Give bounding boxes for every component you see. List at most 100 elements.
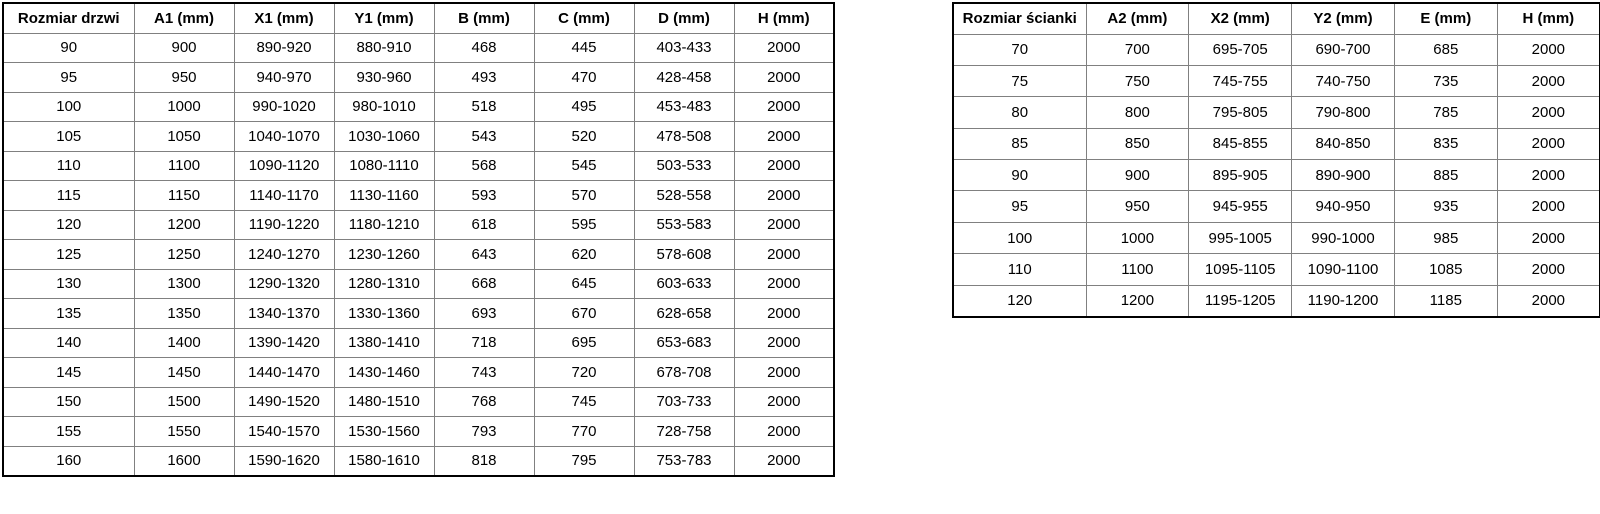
table-cell: 528-558 <box>633 180 735 211</box>
column-header: Y1 (mm) <box>333 2 435 34</box>
table-row: 125 1250 1240-1270 1230-1260 643 620 578-608 20… <box>2 239 835 270</box>
table-cell: 1190-1220 <box>233 209 335 240</box>
table-cell: 155 <box>2 416 135 447</box>
table-cell: 1200 <box>1085 284 1190 318</box>
table-cell: 795 <box>533 445 635 476</box>
table-cell: 468 <box>433 32 535 63</box>
table-cell: 985 <box>1393 221 1498 255</box>
header-row: Rozmiar drzwi A1 (mm) X1 (mm) Y1 (mm) B (mm)… <box>2 2 835 34</box>
column-header: Y2 (mm) <box>1291 2 1395 35</box>
table-cell: 1095-1105 <box>1188 253 1293 286</box>
table-cell: 2000 <box>733 298 835 329</box>
table-cell: 1340-1370 <box>233 298 335 329</box>
table-cell: 750 <box>1085 64 1190 98</box>
table-row: 140 1400 1390-1420 1380-1410 718 695 653-683 20… <box>2 327 835 358</box>
table-cell: 2000 <box>733 121 835 152</box>
table-cell: 885 <box>1393 159 1498 192</box>
table-cell: 768 <box>433 386 535 417</box>
table-cell: 1230-1260 <box>333 239 435 270</box>
table-cell: 2000 <box>1496 190 1600 223</box>
table-cell: 2000 <box>733 268 835 299</box>
table-cell: 678-708 <box>633 357 735 388</box>
table-cell: 1090-1120 <box>233 150 335 181</box>
table-cell: 595 <box>533 209 635 240</box>
table-cell: 770 <box>533 416 635 447</box>
table-cell: 1290-1320 <box>233 268 335 299</box>
table-cell: 125 <box>2 239 135 270</box>
table-cell: 743 <box>433 357 535 388</box>
table-cell: 890-900 <box>1291 159 1395 192</box>
table-cell: 570 <box>533 180 635 211</box>
wall-table-body: 70 700 695-705 690-700 685 2000 75 750 745-755 74… <box>952 33 1600 318</box>
column-header: A1 (mm) <box>133 2 235 34</box>
table-cell: 835 <box>1393 127 1498 161</box>
table-cell: 1240-1270 <box>233 239 335 270</box>
table-row: 150 1500 1490-1520 1480-1510 768 745 703-733 20… <box>2 386 835 417</box>
table-cell: 2000 <box>1496 96 1600 129</box>
table-cell: 1350 <box>133 298 235 329</box>
table-cell: 1195-1205 <box>1188 284 1293 318</box>
table-cell: 70 <box>952 33 1087 66</box>
table-cell: 120 <box>2 209 135 240</box>
table-row: 90 900 890-920 880-910 468 445 403-433 2000 <box>2 32 835 63</box>
table-cell: 1100 <box>133 150 235 181</box>
table-cell: 703-733 <box>633 386 735 417</box>
table-cell: 2000 <box>733 91 835 122</box>
table-cell: 2000 <box>1496 127 1600 161</box>
table-cell: 1180-1210 <box>333 209 435 240</box>
table-cell: 578-608 <box>633 239 735 270</box>
table-cell: 745 <box>533 386 635 417</box>
table-cell: 690-700 <box>1291 33 1395 66</box>
table-cell: 1050 <box>133 121 235 152</box>
table-cell: 603-633 <box>633 268 735 299</box>
column-header: Rozmiar drzwi <box>2 2 135 34</box>
table-cell: 520 <box>533 121 635 152</box>
table-cell: 753-783 <box>633 445 735 476</box>
table-cell: 2000 <box>733 445 835 476</box>
table-cell: 1530-1560 <box>333 416 435 447</box>
table-cell: 1540-1570 <box>233 416 335 447</box>
table-row: 120 1200 1195-1205 1190-1200 1185 2000 <box>952 284 1600 318</box>
table-cell: 150 <box>2 386 135 417</box>
table-cell: 618 <box>433 209 535 240</box>
table-cell: 990-1000 <box>1291 221 1395 255</box>
table-cell: 90 <box>2 32 135 63</box>
door-table-body: 90 900 890-920 880-910 468 445 403-433 2000 95 95… <box>2 32 835 476</box>
table-cell: 1430-1460 <box>333 357 435 388</box>
table-cell: 950 <box>1085 190 1190 223</box>
table-cell: 880-910 <box>333 32 435 63</box>
table-row: 110 1100 1090-1120 1080-1110 568 545 503-533 20… <box>2 150 835 181</box>
table-cell: 1380-1410 <box>333 327 435 358</box>
table-cell: 140 <box>2 327 135 358</box>
table-cell: 1590-1620 <box>233 445 335 476</box>
table-cell: 800 <box>1085 96 1190 129</box>
table-cell: 2000 <box>733 416 835 447</box>
table-row: 115 1150 1140-1170 1130-1160 593 570 528-558 20… <box>2 180 835 211</box>
table-cell: 668 <box>433 268 535 299</box>
table-cell: 145 <box>2 357 135 388</box>
table-cell: 1400 <box>133 327 235 358</box>
door-dimensions-table: Rozmiar drzwi A1 (mm) X1 (mm) Y1 (mm) B (mm)… <box>2 2 835 477</box>
table-cell: 2000 <box>733 62 835 93</box>
table-cell: 793 <box>433 416 535 447</box>
table-row: 130 1300 1290-1320 1280-1310 668 645 603-633 20… <box>2 268 835 299</box>
table-row: 160 1600 1590-1620 1580-1610 818 795 753-783 20… <box>2 445 835 476</box>
table-cell: 840-850 <box>1291 127 1395 161</box>
table-row: 80 800 795-805 790-800 785 2000 <box>952 96 1600 129</box>
table-row: 90 900 895-905 890-900 885 2000 <box>952 159 1600 192</box>
table-row: 100 1000 995-1005 990-1000 985 2000 <box>952 221 1600 255</box>
table-cell: 1100 <box>1085 253 1190 286</box>
table-cell: 1280-1310 <box>333 268 435 299</box>
table-cell: 75 <box>952 64 1087 98</box>
table-cell: 2000 <box>733 180 835 211</box>
table-cell: 620 <box>533 239 635 270</box>
table-cell: 645 <box>533 268 635 299</box>
table-cell: 980-1010 <box>333 91 435 122</box>
column-header: Rozmiar ścianki <box>952 2 1087 35</box>
column-header: X2 (mm) <box>1188 2 1293 35</box>
table-cell: 2000 <box>1496 33 1600 66</box>
table-cell: 900 <box>1085 159 1190 192</box>
table-cell: 990-1020 <box>233 91 335 122</box>
table-cell: 2000 <box>733 239 835 270</box>
table-cell: 653-683 <box>633 327 735 358</box>
